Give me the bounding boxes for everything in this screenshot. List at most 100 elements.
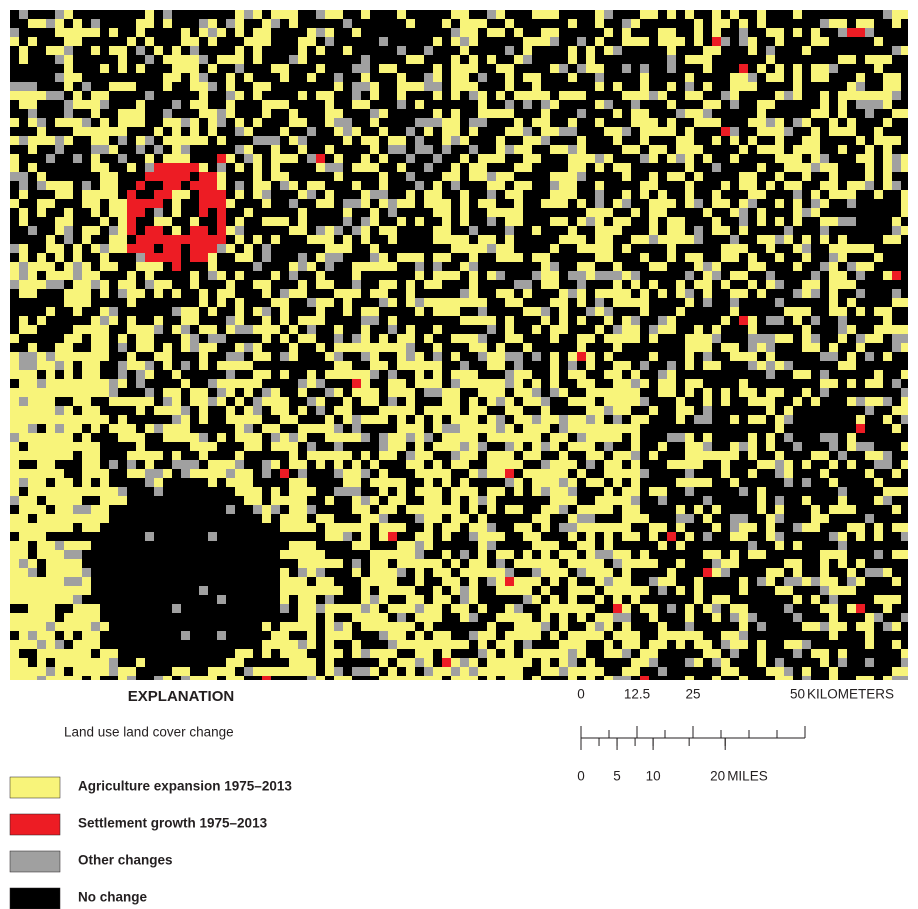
raster-cell [739,532,748,541]
raster-cell [19,631,28,640]
raster-cell [235,451,244,460]
raster-cell [91,406,100,415]
raster-cell [514,559,523,568]
raster-cell [424,406,433,415]
raster-cell [316,316,325,325]
raster-cell [478,352,487,361]
raster-cell [784,226,793,235]
raster-cell [496,343,505,352]
raster-cell [793,73,802,82]
raster-cell [82,28,91,37]
raster-cell [415,613,424,622]
raster-cell [136,469,145,478]
raster-cell [847,28,856,37]
raster-cell [523,154,532,163]
raster-cell [487,316,496,325]
raster-cell [811,145,820,154]
raster-cell [388,667,397,676]
raster-cell [406,406,415,415]
raster-cell [469,415,478,424]
raster-cell [775,676,784,680]
raster-cell [217,118,226,127]
raster-cell [856,397,865,406]
raster-cell [685,676,694,680]
raster-cell [676,226,685,235]
raster-cell [91,451,100,460]
raster-cell [649,262,658,271]
raster-cell [883,397,892,406]
raster-cell [721,226,730,235]
raster-cell [667,388,676,397]
raster-cell [523,37,532,46]
raster-cell [496,154,505,163]
raster-cell [793,199,802,208]
raster-cell [622,163,631,172]
raster-cell [172,244,181,253]
raster-cell [622,568,631,577]
raster-cell [640,109,649,118]
raster-cell [478,559,487,568]
raster-cell [577,415,586,424]
raster-cell [109,649,118,658]
raster-cell [64,577,73,586]
raster-cell [568,190,577,199]
raster-cell [487,352,496,361]
raster-cell [667,118,676,127]
raster-cell [820,91,829,100]
raster-cell [289,487,298,496]
raster-cell [505,244,514,253]
raster-cell [388,451,397,460]
raster-cell [532,577,541,586]
raster-cell [658,316,667,325]
raster-cell [28,163,37,172]
raster-cell [604,253,613,262]
raster-cell [208,64,217,73]
raster-cell [352,541,361,550]
raster-cell [622,550,631,559]
raster-cell [811,271,820,280]
raster-cell [91,370,100,379]
raster-cell [460,136,469,145]
raster-cell [262,37,271,46]
raster-cell [685,298,694,307]
raster-cell [145,469,154,478]
raster-cell [694,118,703,127]
raster-cell [82,271,91,280]
raster-cell [505,100,514,109]
raster-cell [712,505,721,514]
raster-cell [901,550,908,559]
raster-cell [235,379,244,388]
raster-cell [694,109,703,118]
raster-cell [235,127,244,136]
raster-cell [703,82,712,91]
raster-cell [316,199,325,208]
raster-cell [388,262,397,271]
raster-cell [523,136,532,145]
raster-cell [28,442,37,451]
raster-cell [820,658,829,667]
raster-cell [640,82,649,91]
raster-cell [55,451,64,460]
raster-cell [298,190,307,199]
raster-cell [469,496,478,505]
raster-cell [46,154,55,163]
raster-cell [343,397,352,406]
raster-cell [253,37,262,46]
raster-cell [442,217,451,226]
raster-cell [802,334,811,343]
raster-cell [505,469,514,478]
raster-cell [379,649,388,658]
raster-cell [361,10,370,19]
raster-cell [793,397,802,406]
raster-cell [622,289,631,298]
raster-cell [532,82,541,91]
raster-cell [100,478,109,487]
raster-cell [865,676,874,680]
raster-cell [460,415,469,424]
raster-cell [118,217,127,226]
raster-cell [82,406,91,415]
raster-cell [460,433,469,442]
raster-cell [127,469,136,478]
raster-cell [46,424,55,433]
raster-cell [334,226,343,235]
